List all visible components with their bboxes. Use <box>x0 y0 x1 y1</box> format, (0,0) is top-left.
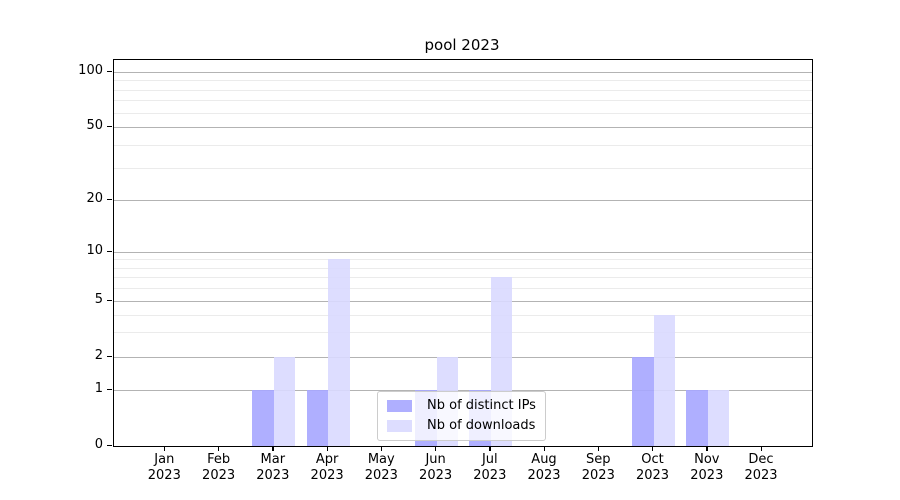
x-tick-label: Mar 2023 <box>256 452 290 483</box>
bar-nb-of-distinct-ips <box>252 390 274 446</box>
x-tick-mark <box>326 446 328 451</box>
legend: Nb of distinct IPs Nb of downloads <box>377 391 546 441</box>
y-tick-label: 10 <box>86 243 103 258</box>
bar-nb-of-downloads <box>707 390 730 446</box>
minor-gridline <box>114 112 812 114</box>
x-tick-label: Jul 2023 <box>473 452 507 483</box>
y-tick-mark <box>107 388 112 390</box>
legend-label: Nb of downloads <box>427 418 536 433</box>
minor-gridline <box>114 332 812 334</box>
minor-gridline <box>114 167 812 169</box>
x-tick-mark <box>272 446 274 451</box>
plot-area <box>113 59 813 447</box>
legend-item-downloads: Nb of downloads <box>387 418 536 434</box>
x-tick-label: Aug 2023 <box>527 452 561 483</box>
minor-gridline <box>114 89 812 91</box>
bar-nb-of-downloads <box>273 357 296 446</box>
x-tick-mark <box>543 446 545 451</box>
y-tick-mark <box>107 70 112 72</box>
x-tick-label: Oct 2023 <box>635 452 670 483</box>
bar-nb-of-downloads <box>653 314 675 446</box>
bar-nb-of-distinct-ips <box>632 357 654 446</box>
x-tick-label: Jun 2023 <box>419 452 453 483</box>
x-tick-mark <box>652 446 654 451</box>
minor-gridline <box>114 314 812 316</box>
x-tick-mark <box>218 446 220 451</box>
x-tick-label: Apr 2023 <box>310 452 344 483</box>
bar-nb-of-downloads <box>328 259 350 446</box>
y-tick-label: 20 <box>86 191 103 206</box>
x-tick-mark <box>489 446 491 451</box>
x-tick-mark <box>706 446 708 451</box>
legend-swatch-distinct-ips <box>387 400 412 412</box>
minor-gridline <box>114 80 812 82</box>
x-tick-mark <box>435 446 437 451</box>
x-tick-label: Dec 2023 <box>744 452 778 483</box>
y-tick-label: 5 <box>94 292 103 307</box>
x-tick-label: Feb 2023 <box>202 452 236 483</box>
bar-nb-of-distinct-ips <box>306 390 329 446</box>
major-gridline <box>114 127 812 128</box>
x-tick-mark <box>760 446 762 451</box>
y-tick-label: 50 <box>86 118 103 133</box>
minor-gridline <box>114 100 812 102</box>
legend-label: Nb of distinct IPs <box>427 398 536 413</box>
minor-gridline <box>114 288 812 290</box>
y-tick-mark <box>107 250 112 252</box>
y-tick-mark <box>107 198 112 200</box>
x-tick-label: May 2023 <box>364 452 398 483</box>
major-gridline <box>114 252 812 253</box>
y-tick-label: 2 <box>94 348 103 363</box>
chart-title: pool 2023 <box>424 36 500 54</box>
major-gridline <box>114 390 812 391</box>
y-tick-mark <box>107 444 112 446</box>
minor-gridline <box>114 277 812 279</box>
y-tick-mark <box>107 125 112 127</box>
y-tick-label: 0 <box>94 437 103 452</box>
x-tick-label: Sep 2023 <box>581 452 615 483</box>
y-tick-label: 1 <box>94 381 103 396</box>
x-tick-mark <box>380 446 383 451</box>
minor-gridline <box>114 259 812 261</box>
y-tick-mark <box>107 355 112 357</box>
major-gridline <box>114 72 812 73</box>
legend-swatch-downloads <box>387 420 412 432</box>
x-tick-label: Jan 2023 <box>147 452 181 483</box>
bar-nb-of-distinct-ips <box>686 390 708 446</box>
major-gridline <box>114 357 812 358</box>
x-tick-label: Nov 2023 <box>690 452 724 483</box>
major-gridline <box>114 301 812 302</box>
minor-gridline <box>114 144 812 146</box>
y-tick-mark <box>107 299 112 301</box>
x-tick-mark <box>597 446 600 451</box>
y-tick-label: 100 <box>78 63 103 78</box>
major-gridline <box>114 200 812 201</box>
minor-gridline <box>114 267 812 269</box>
x-tick-mark <box>163 446 166 451</box>
legend-item-distinct-ips: Nb of distinct IPs <box>387 398 536 414</box>
